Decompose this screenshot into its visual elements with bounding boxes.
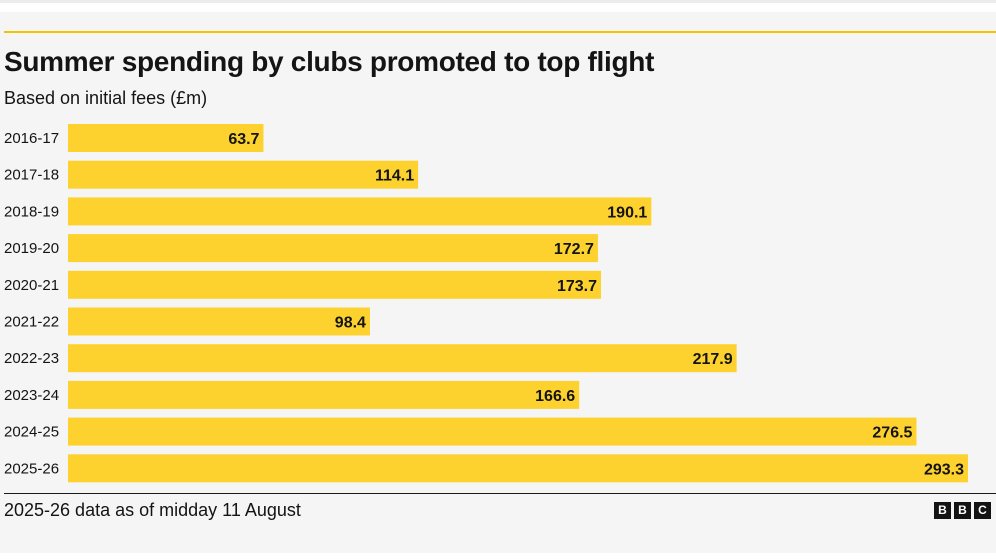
bar: [68, 344, 737, 373]
value-label: 190.1: [607, 204, 647, 221]
category-label: 2017-18: [4, 167, 59, 184]
category-label: 2025-26: [4, 460, 59, 477]
footer-rule: [4, 493, 996, 494]
chart-subtitle: Based on initial fees (£m): [4, 88, 208, 108]
value-label: 114.1: [375, 168, 414, 185]
accent-line: [4, 31, 996, 33]
bbc-logo: B B C: [934, 502, 991, 519]
bbc-logo-block: C: [974, 502, 991, 519]
bar: [68, 454, 968, 483]
bar: [68, 417, 917, 446]
category-label: 2021-22: [4, 314, 59, 331]
category-label: 2023-24: [4, 387, 59, 404]
bbc-logo-block: B: [954, 502, 971, 519]
bar: [68, 307, 370, 336]
value-label: 166.6: [535, 388, 575, 405]
footnote: 2025-26 data as of midday 11 August: [4, 500, 301, 520]
value-label: 217.9: [693, 351, 733, 368]
value-label: 98.4: [335, 315, 366, 332]
value-label: 276.5: [872, 425, 912, 442]
chart-title: Summer spending by clubs promoted to top…: [4, 46, 655, 77]
bar: [68, 197, 652, 226]
category-label: 2020-21: [4, 277, 59, 294]
bbc-logo-block: B: [934, 502, 951, 519]
category-label: 2024-25: [4, 424, 59, 441]
value-label: 172.7: [554, 241, 594, 258]
chart-panel: Summer spending by clubs promoted to top…: [0, 12, 996, 553]
bar: [68, 124, 264, 152]
category-label: 2022-23: [4, 350, 59, 367]
value-label: 63.7: [228, 131, 259, 148]
value-label: 173.7: [557, 278, 597, 295]
category-label: 2019-20: [4, 240, 59, 257]
category-label: 2016-17: [4, 130, 59, 147]
category-label: 2018-19: [4, 203, 59, 220]
bar: [68, 160, 419, 189]
bar: [68, 380, 580, 409]
bar-chart: 2016-17 63.7 2017-18 114.1 2018-19 190.1 2019-…: [4, 124, 968, 483]
bar: [68, 234, 598, 263]
top-divider: [0, 0, 996, 3]
value-label: 293.3: [924, 461, 964, 478]
bar: [68, 270, 602, 299]
